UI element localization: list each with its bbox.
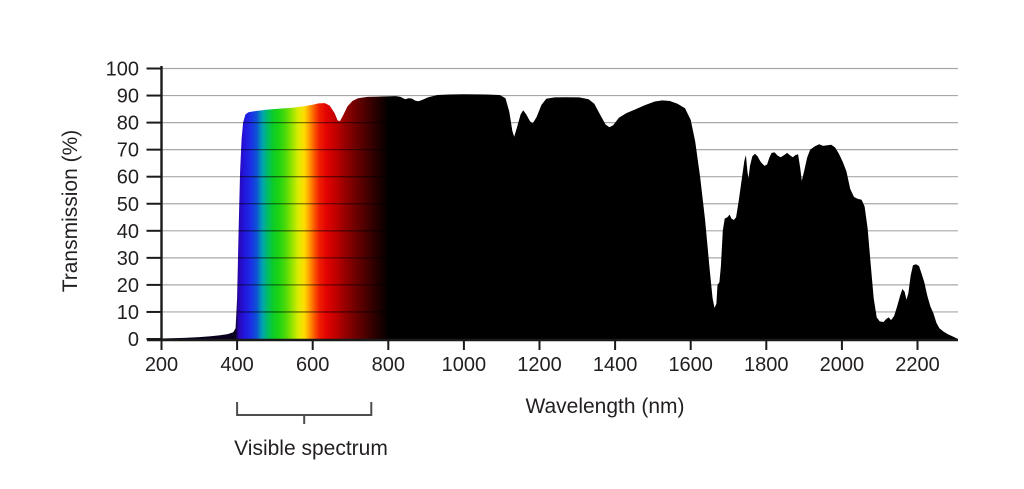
visible-spectrum-label: Visible spectrum: [234, 437, 388, 460]
x-tick-label: 1200: [517, 354, 562, 376]
tick-marks: [146, 67, 919, 350]
y-tick-label: 40: [117, 221, 139, 243]
x-axis-title: Wavelength (nm): [525, 395, 685, 418]
x-tick-label: 1000: [442, 354, 487, 376]
x-tick-label: 1400: [593, 354, 638, 376]
x-tick-label: 2000: [820, 354, 865, 376]
x-tick-label: 1800: [744, 354, 789, 376]
y-tick-label: 60: [117, 167, 139, 189]
x-tick-label: 2200: [895, 354, 940, 376]
y-tick-label: 20: [117, 275, 139, 297]
y-tick-label: 10: [117, 302, 139, 324]
x-tick-label: 400: [220, 354, 253, 376]
y-tick-label: 80: [117, 113, 139, 135]
x-tick-label: 800: [372, 354, 405, 376]
y-tick-label: 70: [117, 140, 139, 162]
y-tick-label: 30: [117, 248, 139, 270]
x-tick-label: 1600: [668, 354, 713, 376]
transmission-curve: [161, 94, 958, 339]
x-tick-label: 600: [296, 354, 329, 376]
x-tick-label: 200: [145, 354, 178, 376]
visible-spectrum-bracket: [236, 402, 373, 424]
y-axis-title: Transmission (%): [59, 129, 82, 293]
y-tick-label: 0: [128, 329, 139, 351]
y-tick-labels: 0 10 20 30 40 50 60 70 80 90 100: [106, 59, 139, 352]
x-tick-labels: 200 400 600 800 1000 1200 1400 1600 1800 2000 2200: [145, 354, 940, 376]
y-tick-label: 90: [117, 86, 139, 108]
y-tick-label: 100: [106, 59, 139, 81]
y-tick-label: 50: [117, 194, 139, 216]
